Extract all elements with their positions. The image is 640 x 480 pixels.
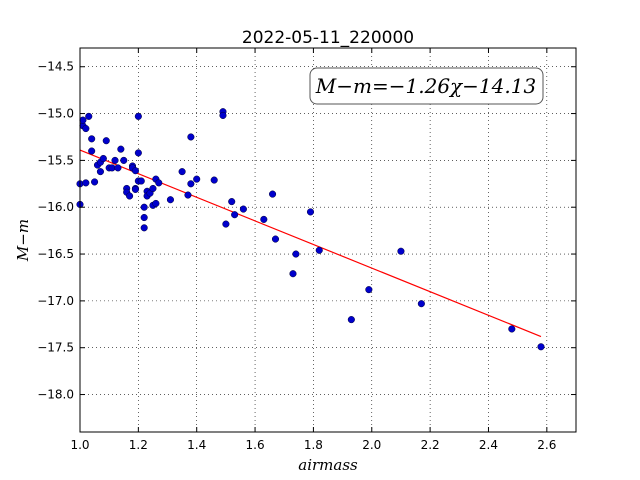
data-points [76, 108, 545, 351]
data-point [365, 286, 373, 294]
data-point [271, 235, 280, 243]
x-tick-label: 1.8 [304, 438, 323, 452]
y-tick-label: −18.0 [37, 388, 74, 402]
x-tick-label: 2.0 [362, 438, 381, 452]
data-point [187, 180, 195, 188]
data-point [134, 149, 142, 157]
data-point [239, 205, 247, 213]
x-tick-label: 1.0 [70, 438, 89, 452]
y-tick-label: −17.5 [37, 341, 74, 355]
data-point [88, 147, 96, 155]
fit-line [79, 149, 542, 338]
data-point [131, 185, 139, 193]
data-point [152, 199, 160, 208]
data-point [79, 116, 87, 124]
data-point [96, 168, 104, 176]
data-point [120, 156, 128, 164]
grid [79, 48, 576, 432]
data-point [140, 203, 148, 211]
axis-ticks: 1.0 1.2 1.4 1.6 1.8 2.0 2.2 2.4 2.6 −14.5 −15.0 −15… [37, 48, 576, 452]
data-point [193, 175, 201, 183]
y-tick-label: −16.5 [37, 247, 74, 261]
data-point [260, 215, 268, 223]
data-point [155, 179, 163, 187]
data-point [111, 156, 119, 164]
data-point [178, 168, 186, 176]
y-tick-label: −17.0 [37, 294, 74, 308]
data-point [85, 112, 93, 120]
data-point [289, 270, 297, 278]
data-point [306, 208, 315, 216]
data-point [82, 124, 90, 133]
x-tick-label: 2.2 [421, 438, 440, 452]
data-point [114, 164, 122, 172]
x-tick-label: 1.6 [246, 438, 265, 452]
fit-equation: M−m=−1.26χ−14.13 [315, 74, 536, 98]
data-point [417, 300, 425, 308]
data-point [117, 145, 125, 153]
data-point [126, 192, 134, 200]
data-point [210, 176, 218, 184]
data-point [88, 135, 96, 143]
data-point [315, 246, 323, 254]
data-point [187, 133, 195, 141]
y-tick-label: −14.5 [37, 60, 74, 74]
y-tick-label: −16.0 [37, 200, 74, 214]
data-point [184, 191, 192, 199]
x-tick-label: 1.4 [187, 438, 206, 452]
data-point [91, 178, 99, 186]
data-point [140, 224, 148, 232]
y-tick-label: −15.0 [37, 107, 74, 121]
data-point [99, 154, 107, 163]
data-point [102, 137, 110, 145]
data-point [137, 177, 145, 185]
data-point [231, 211, 239, 219]
x-tick-label: 2.4 [479, 438, 498, 452]
chart-title: 2022-05-11_220000 [242, 28, 414, 48]
data-point [347, 316, 355, 324]
data-point [166, 196, 174, 204]
x-tick-label: 1.2 [129, 438, 148, 452]
x-axis-label: airmass [298, 456, 358, 474]
x-tick-label: 2.6 [537, 438, 556, 452]
plot-frame [79, 47, 577, 433]
data-point [537, 343, 545, 351]
data-point [222, 220, 230, 228]
fit-equation-box: M−m=−1.26χ−14.13 [309, 67, 544, 105]
data-point [131, 167, 139, 175]
fit-line-layer [79, 149, 542, 338]
data-point [228, 198, 236, 206]
data-point [269, 190, 277, 198]
y-tick-label: −15.5 [37, 153, 74, 167]
data-point [140, 213, 148, 222]
y-axis-label: M−m [14, 219, 32, 262]
data-point [134, 112, 142, 120]
data-point [82, 179, 90, 187]
data-point [219, 111, 227, 119]
data-point [292, 250, 300, 258]
data-point [149, 184, 157, 193]
data-point [397, 247, 405, 255]
data-point [508, 325, 516, 333]
